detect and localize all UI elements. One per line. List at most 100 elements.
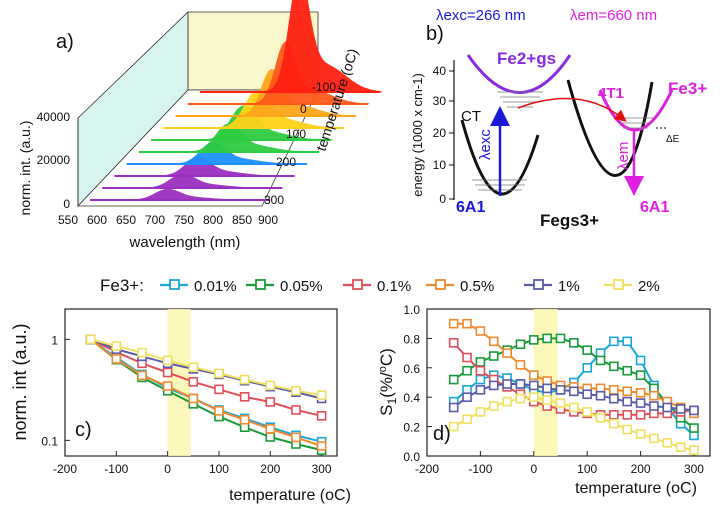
panel-a-ztick: 300 — [264, 193, 284, 207]
vibrational-levels-fe2 — [497, 91, 543, 108]
data-point-0.01% — [609, 336, 619, 347]
data-point-0.5% — [316, 441, 327, 451]
data-point-2% — [635, 429, 646, 439]
panel-a-xtick: 900 — [258, 213, 278, 227]
lambda-exc-label: λexc=266 nm — [436, 7, 526, 24]
panel-a-xtick: 600 — [87, 213, 107, 227]
delta-e-label: ΔE — [666, 134, 680, 145]
legend-prefix: Fe3+: — [100, 276, 144, 295]
data-point-2% — [542, 395, 552, 405]
x-tick-label: 0 — [164, 462, 171, 476]
data-point-0.1% — [188, 377, 199, 387]
data-point-0.05% — [555, 333, 566, 344]
panel-b-yticks: 0 10 20 30 40 — [433, 64, 454, 206]
data-point-0.05% — [689, 423, 699, 433]
exc-arrow-label: λexc — [477, 129, 494, 160]
fe3-label: Fe3+ — [668, 79, 707, 98]
panel-c-xlabel: temperature (oC) — [229, 487, 351, 504]
data-point-0.05% — [462, 365, 472, 376]
panel-a-xtick: 850 — [232, 213, 252, 227]
em-arrow-label: λem — [615, 142, 632, 170]
legend-label-1%: 1% — [558, 278, 580, 295]
data-point-0.05% — [622, 365, 633, 376]
data-point-0.1% — [622, 410, 633, 420]
data-point-1% — [475, 385, 486, 395]
ground-state-parabola-right — [566, 79, 654, 177]
data-point-1% — [635, 398, 646, 408]
data-point-0.5% — [214, 406, 224, 416]
data-point-0.1% — [239, 392, 250, 402]
panel-a-ytick: 20000 — [37, 153, 71, 167]
data-point-0.5% — [111, 354, 122, 364]
panel-a-ztick: 200 — [276, 155, 296, 169]
data-point-2% — [662, 437, 673, 448]
data-point-0.05% — [515, 339, 526, 350]
legend-label-0.01%: 0.01% — [194, 278, 237, 295]
data-point-0.5% — [528, 370, 539, 380]
fe-gs-label: Fegs3+ — [540, 211, 599, 230]
panel-b-ytick: 0 — [439, 192, 446, 206]
data-point-0.5% — [635, 387, 646, 398]
legend-marker-1% — [533, 279, 544, 290]
data-point-0.5% — [162, 381, 173, 391]
data-point-2% — [649, 433, 659, 444]
data-point-0.05% — [448, 374, 459, 385]
panel-c-letter: c) — [75, 419, 92, 441]
legend-marker-0.05% — [255, 279, 266, 290]
series-line-0.05% — [90, 338, 322, 452]
data-point-0.05% — [475, 357, 486, 367]
series-line-2% — [90, 338, 322, 397]
data-point-2% — [502, 396, 512, 407]
data-point-1% — [569, 386, 579, 397]
panel-a-ztick: 0 — [300, 102, 307, 116]
data-point-0.5% — [609, 385, 619, 395]
data-point-1% — [515, 379, 526, 389]
legend-marker-2% — [613, 279, 624, 290]
data-point-1% — [542, 383, 552, 394]
data-point-1% — [448, 402, 459, 413]
data-point-0.5% — [291, 432, 301, 443]
panel-a-ytick: 0 — [63, 197, 70, 211]
series-line-0.5% — [90, 338, 322, 447]
data-point-2% — [85, 334, 96, 345]
y-tick-label: 0.8 — [403, 332, 420, 346]
x-tick-label: 100 — [577, 462, 597, 476]
series-line-0.1% — [90, 338, 322, 417]
x-tick-label: 0 — [530, 462, 537, 476]
data-point-1% — [649, 401, 659, 411]
data-point-2% — [609, 418, 619, 429]
data-point-2% — [555, 398, 566, 408]
data-point-2% — [137, 347, 147, 358]
panel-a-letter: a) — [56, 31, 74, 53]
legend: Fe3+: 0.01% 0.05% 0.1% 0.5% 1% 2% — [100, 276, 660, 295]
data-point-0.05% — [528, 335, 539, 345]
data-point-0.01% — [475, 374, 486, 385]
panel-d-ticks: -200 -100 0 100 200 300 0.0 0.2 0.4 0.6 0.8 1.0 — [403, 303, 704, 476]
data-point-0.1% — [214, 384, 224, 395]
panel-a-xticks: 550 600 650 700 750 800 850 900 — [58, 213, 278, 227]
data-point-2% — [265, 380, 276, 391]
data-point-1% — [488, 380, 499, 391]
data-point-0.01% — [582, 362, 592, 373]
data-point-2% — [162, 355, 173, 366]
panel-b-ytick: 10 — [433, 158, 447, 172]
panel-c-frame — [64, 308, 338, 457]
data-point-1% — [689, 405, 699, 416]
data-point-0.1% — [448, 338, 459, 348]
data-point-0.1% — [316, 411, 327, 421]
panel-b-ytick: 20 — [433, 126, 447, 140]
fe2-label: Fe2+gs — [497, 49, 556, 68]
panel-d-frame — [426, 308, 711, 457]
panel-d-letter: d) — [433, 423, 451, 445]
x-tick-label: -200 — [415, 462, 439, 476]
x-tick-label: -100 — [468, 462, 492, 476]
data-point-0.05% — [595, 355, 606, 366]
data-point-2% — [475, 407, 486, 417]
y-tick-label: 0.4 — [403, 391, 420, 405]
ct-label: CT — [461, 108, 481, 125]
data-point-2% — [569, 402, 579, 413]
data-point-0.05% — [582, 345, 592, 355]
y-tick-label: 1 — [51, 333, 58, 347]
data-point-0.5% — [239, 414, 250, 425]
panel-c-highlight-band — [167, 309, 191, 456]
